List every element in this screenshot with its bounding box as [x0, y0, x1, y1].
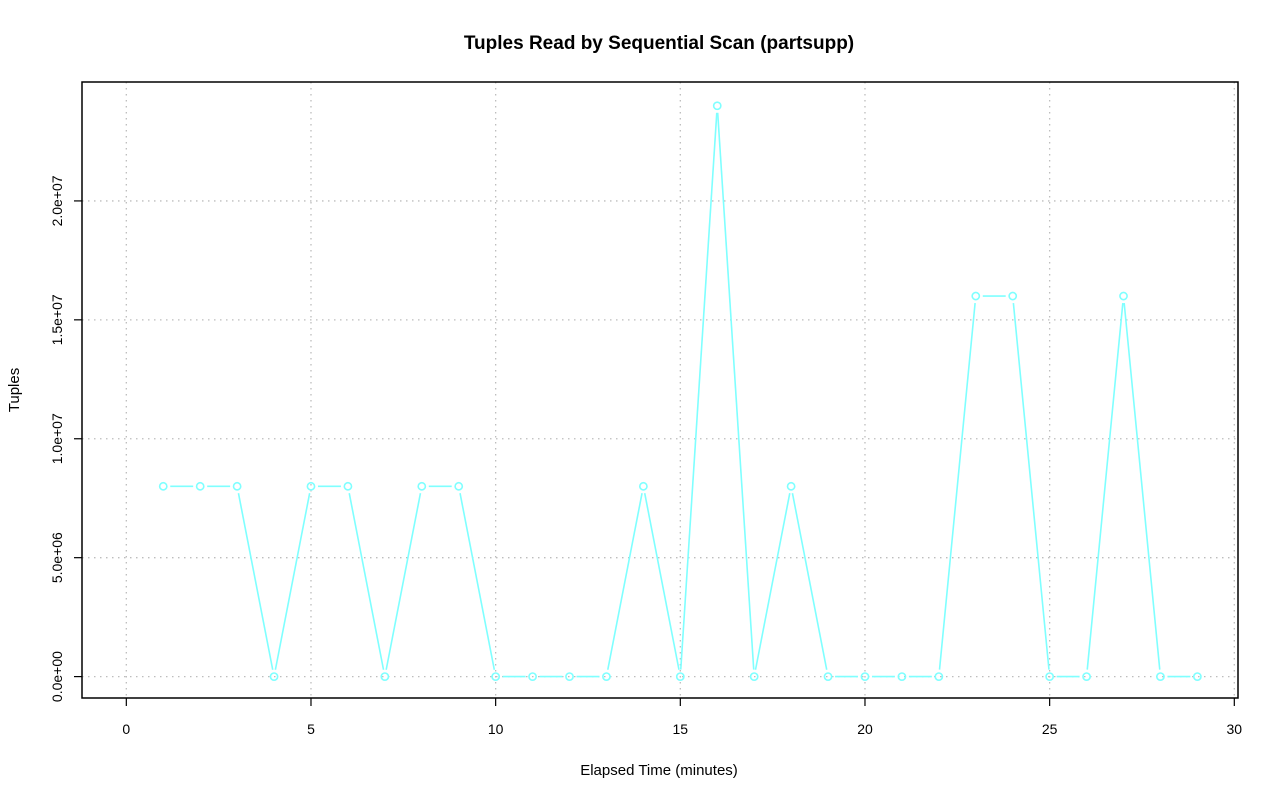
- line-segment: [1086, 302, 1124, 670]
- data-point: [1008, 291, 1018, 301]
- line-segment: [237, 493, 274, 670]
- data-point: [158, 481, 168, 491]
- x-tick-label: 25: [1042, 721, 1058, 737]
- data-point: [1192, 672, 1202, 681]
- data-point: [1119, 291, 1128, 301]
- data-point: [565, 672, 574, 681]
- x-tick-label: 30: [1227, 721, 1243, 737]
- x-tick-label: 0: [122, 721, 130, 737]
- x-tick-label: 10: [488, 721, 504, 737]
- data-point: [306, 481, 316, 491]
- line-segment: [643, 493, 680, 670]
- grid: [82, 82, 1238, 698]
- data-point: [786, 481, 796, 491]
- data-point: [712, 101, 722, 111]
- series-line: [158, 101, 1202, 681]
- line-segment: [1123, 302, 1161, 670]
- data-point: [343, 481, 353, 491]
- data-point: [491, 672, 501, 681]
- y-tick-label: 1.5e+07: [49, 294, 65, 345]
- data-point: [860, 672, 870, 681]
- y-axis-label: Tuples: [6, 368, 23, 412]
- line-segment: [938, 302, 976, 670]
- data-point: [528, 672, 537, 681]
- y-tick-label: 0.0e+00: [49, 651, 65, 702]
- x-tick-label: 5: [307, 721, 315, 737]
- line-segment: [716, 112, 755, 670]
- line-segment: [348, 493, 385, 670]
- plot-frame: [81, 81, 1239, 699]
- y-tick-label: 1.0e+07: [49, 413, 65, 464]
- data-point: [1045, 672, 1055, 681]
- line-segment: [274, 493, 311, 670]
- x-axis-label: Elapsed Time (minutes): [580, 762, 738, 779]
- line-segment: [385, 493, 422, 670]
- chart-title: Tuples Read by Sequential Scan (partsupp…: [464, 33, 854, 54]
- data-point: [454, 481, 464, 491]
- data-point: [897, 672, 907, 681]
- line-segment: [754, 493, 791, 670]
- data-point: [934, 672, 944, 681]
- data-point: [417, 481, 427, 491]
- y-tick-label: 5.0e+06: [49, 532, 65, 583]
- line-segment: [459, 493, 496, 670]
- data-point: [380, 672, 390, 681]
- data-point: [1156, 672, 1165, 681]
- data-point: [602, 672, 611, 681]
- data-point: [269, 672, 279, 681]
- line-segment: [791, 493, 828, 670]
- line-segment: [606, 493, 643, 670]
- data-point: [638, 481, 648, 491]
- x-axis: 0 5 10 15 20 25 30: [122, 698, 1242, 737]
- y-tick-label: 2.0e+07: [49, 175, 65, 226]
- line-segment: [1012, 302, 1050, 670]
- x-tick-label: 20: [857, 721, 873, 737]
- data-point: [195, 481, 205, 491]
- data-point: [749, 672, 759, 681]
- data-point: [232, 481, 242, 491]
- line-segment: [679, 112, 718, 670]
- y-axis: 0.0e+00 5.0e+06 1.0e+07 1.5e+07 2.0e+07: [49, 175, 82, 702]
- x-tick-label: 15: [673, 721, 689, 737]
- data-point: [971, 291, 981, 301]
- data-point: [1082, 672, 1091, 681]
- data-point: [675, 672, 685, 681]
- data-point: [823, 672, 833, 681]
